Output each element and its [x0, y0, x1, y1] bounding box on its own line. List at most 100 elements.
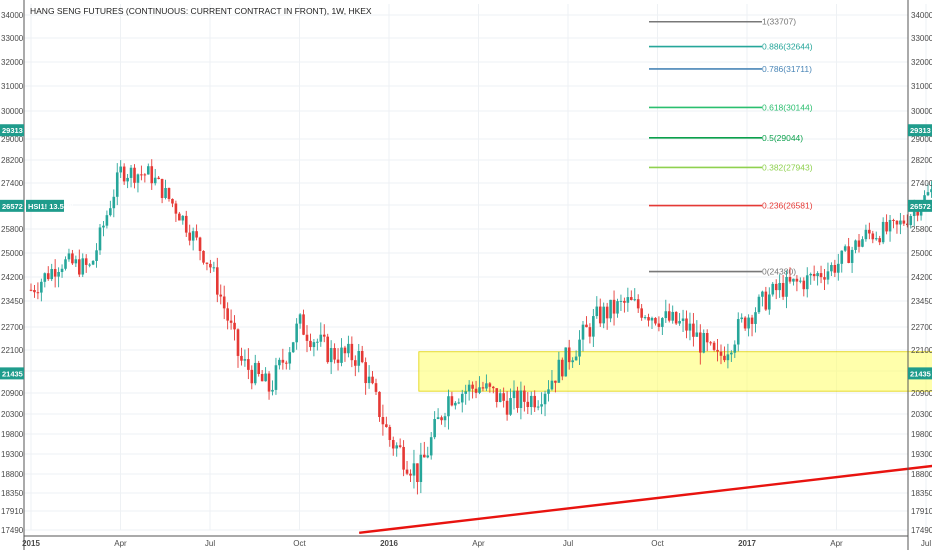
candle-body [826, 271, 830, 280]
candle-body [288, 352, 292, 364]
candle-body [857, 240, 861, 247]
candle-body [416, 463, 419, 483]
candle-body [533, 395, 536, 408]
y-tick-label: 18800 [1, 470, 24, 479]
candle-body [84, 258, 88, 265]
y-tick-label: 25800 [911, 225, 932, 234]
candle-body [692, 323, 695, 337]
candle-body [474, 388, 478, 393]
candle-body [616, 301, 619, 314]
candle-body [809, 273, 812, 276]
candle-body [574, 356, 578, 361]
candle-body [643, 317, 647, 319]
candle-body [740, 317, 743, 320]
y-tick-label: 22700 [1, 323, 24, 332]
candle-body [619, 300, 623, 302]
candle-body [688, 323, 692, 331]
price-tag-left [0, 367, 24, 380]
y-tick-label: 18350 [1, 489, 24, 498]
y-tick-label: 19300 [911, 450, 932, 459]
candle-body [581, 324, 585, 340]
candle-body [50, 268, 53, 280]
candle-body [95, 250, 98, 261]
candle-body [260, 374, 264, 382]
candle-body [164, 188, 167, 198]
y-tick-label: 18350 [911, 489, 932, 498]
candle-body [695, 332, 699, 337]
highlight-zones [418, 351, 932, 392]
candle-body [281, 359, 285, 363]
price-tag-right-label: 26572 [910, 202, 931, 211]
candle-body [340, 347, 343, 363]
x-tick-label: Jul [205, 539, 215, 548]
x-tick-label: 2017 [738, 539, 756, 548]
candle-body [147, 166, 150, 175]
candle-body [195, 231, 198, 238]
candle-body [347, 343, 350, 354]
candle-body [53, 268, 57, 277]
candle-body [640, 308, 643, 318]
candle-body [336, 359, 340, 363]
candle-body [112, 196, 116, 209]
y-tick-label: 27400 [1, 179, 24, 188]
x-tick-label: Jul [563, 539, 573, 548]
candle-body [364, 362, 367, 384]
candle-body [519, 390, 523, 409]
candle-body [40, 281, 43, 293]
candle-body [74, 259, 78, 264]
y-tick-label: 29000 [1, 135, 24, 144]
y-tick-label: 31000 [911, 82, 932, 91]
y-tick-label: 22100 [1, 346, 24, 355]
candle-body [105, 215, 109, 226]
candle-body [423, 454, 426, 458]
candle-body [543, 393, 547, 405]
candle-body [699, 332, 702, 353]
left-price-axis[interactable]: 34000 33000 32000 31000 30000 29000 28200 27400… [1, 0, 25, 550]
candle-body [609, 299, 612, 319]
candle-body [71, 253, 74, 264]
candle-body [598, 306, 602, 324]
y-tick-label: 24200 [1, 273, 24, 282]
grid-lines [24, 4, 927, 531]
time-axis[interactable]: 2015AprJulOct2016AprJulOct2017AprJulOct2… [22, 535, 932, 548]
candle-body [726, 354, 730, 361]
y-tick-label: 32000 [1, 58, 24, 67]
fib-level-label: 0.886(32644) [762, 42, 813, 52]
fib-level-label: 0.5(29044) [762, 133, 803, 143]
candle-body [578, 339, 581, 357]
candle-body [267, 373, 271, 392]
candle-body [385, 424, 388, 427]
candle-body [140, 174, 143, 176]
candle-body [312, 342, 316, 348]
candle-body [892, 219, 895, 221]
candle-body [160, 178, 164, 198]
candle-body [126, 177, 129, 182]
fib-level-label: 0.786(31711) [762, 64, 812, 74]
y-tick-label: 28200 [911, 156, 932, 165]
candle-body [309, 340, 312, 348]
candle-body [167, 188, 171, 199]
candle-body [526, 401, 530, 408]
x-tick-label: 2016 [380, 539, 398, 548]
y-tick-label: 22100 [911, 346, 932, 355]
candle-body [916, 208, 919, 216]
y-tick-label: 23450 [1, 297, 24, 306]
candle-body [799, 280, 802, 282]
candle-body [505, 400, 509, 415]
candle-body [109, 208, 112, 216]
candle-body [171, 198, 174, 204]
candle-body [478, 387, 481, 393]
candle-body [854, 240, 857, 250]
candle-body [509, 398, 512, 415]
candle-body [554, 380, 557, 383]
price-tag-left [0, 124, 24, 137]
candle-body [374, 383, 378, 392]
candle-body [212, 267, 216, 269]
candle-body [764, 291, 768, 310]
candle-body [129, 167, 133, 178]
candle-body [888, 219, 892, 232]
x-tick-label: Apr [114, 539, 127, 548]
candle-body [454, 402, 457, 406]
